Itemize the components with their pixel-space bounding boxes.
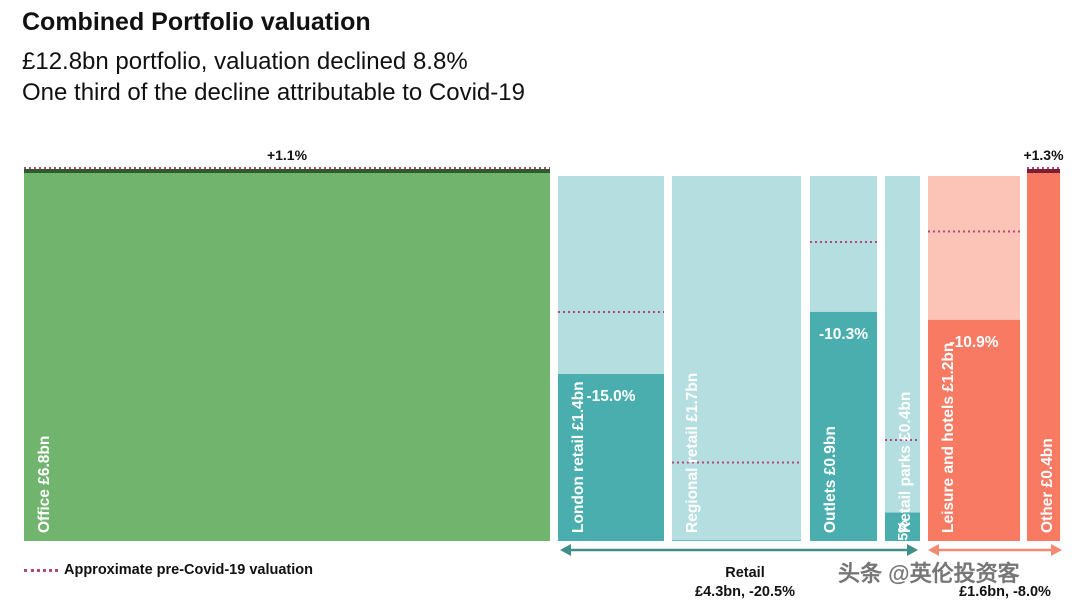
category-label-retail-parks: Retail parks £0.4bn <box>897 392 914 533</box>
change-label-leisure-and-hotels: -10.9% <box>949 334 998 351</box>
legend-dotted-line <box>24 568 58 572</box>
legend: Approximate pre-Covid-19 valuation <box>24 562 313 578</box>
bar-other <box>1027 169 1060 541</box>
change-label-outlets: -10.3% <box>819 326 868 343</box>
bar-background-regional-retail <box>672 176 801 541</box>
change-label-other: +1.3% <box>1023 147 1064 163</box>
bar-retail-parks <box>885 512 920 541</box>
legend-label: Approximate pre-Covid-19 valuation <box>64 562 313 578</box>
chart-title: Combined Portfolio valuation <box>22 8 371 36</box>
group-label-retail-line1: Retail <box>725 565 765 581</box>
bar-regional-retail <box>672 540 801 541</box>
change-label-office: +1.1% <box>267 147 308 163</box>
bar-outlets <box>810 311 877 541</box>
group-label-leisure-line2: £1.6bn, -8.0% <box>959 584 1051 600</box>
chart-subtitle-line2: One third of the decline attributable to… <box>22 79 525 106</box>
bar-leisure-and-hotels <box>928 319 1020 541</box>
group-label-retail-line2: £4.3bn, -20.5% <box>695 584 795 600</box>
category-label-regional-retail: Regional retail £1.7bn <box>684 373 701 533</box>
retail-bracket-left-head <box>560 544 571 556</box>
leisure-bracket-left-head <box>928 544 939 556</box>
bar-background-retail-parks <box>885 176 920 541</box>
leisure-bracket-right-head <box>1051 544 1062 556</box>
bar-top-strip-other <box>1027 169 1060 173</box>
bar-london-retail <box>558 374 664 541</box>
chart-subtitle-line1: £12.8bn portfolio, valuation declined 8.… <box>22 48 468 75</box>
change-label-regional-retail: -27.6% <box>712 554 761 571</box>
category-label-london-retail: London retail £1.4bn <box>570 381 587 533</box>
watermark: 头条 @英伦投资客 <box>838 561 1020 586</box>
category-label-other: Other £0.4bn <box>1039 438 1056 533</box>
bar-top-strip-office <box>24 169 550 173</box>
bar-office <box>24 169 550 541</box>
retail-bracket-right-head <box>907 544 918 556</box>
change-label-london-retail: -15.0% <box>586 388 635 405</box>
category-label-outlets: Outlets £0.9bn <box>822 426 839 533</box>
change-label-retail-parks: -25.5% <box>895 520 911 565</box>
category-label-leisure-and-hotels: Leisure and hotels £1.2bn <box>940 343 957 533</box>
category-label-office: Office £6.8bn <box>36 436 53 533</box>
